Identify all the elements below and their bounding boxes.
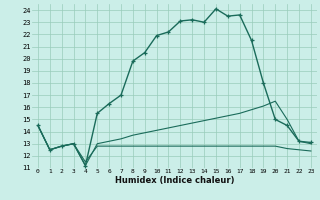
X-axis label: Humidex (Indice chaleur): Humidex (Indice chaleur) xyxy=(115,176,234,185)
